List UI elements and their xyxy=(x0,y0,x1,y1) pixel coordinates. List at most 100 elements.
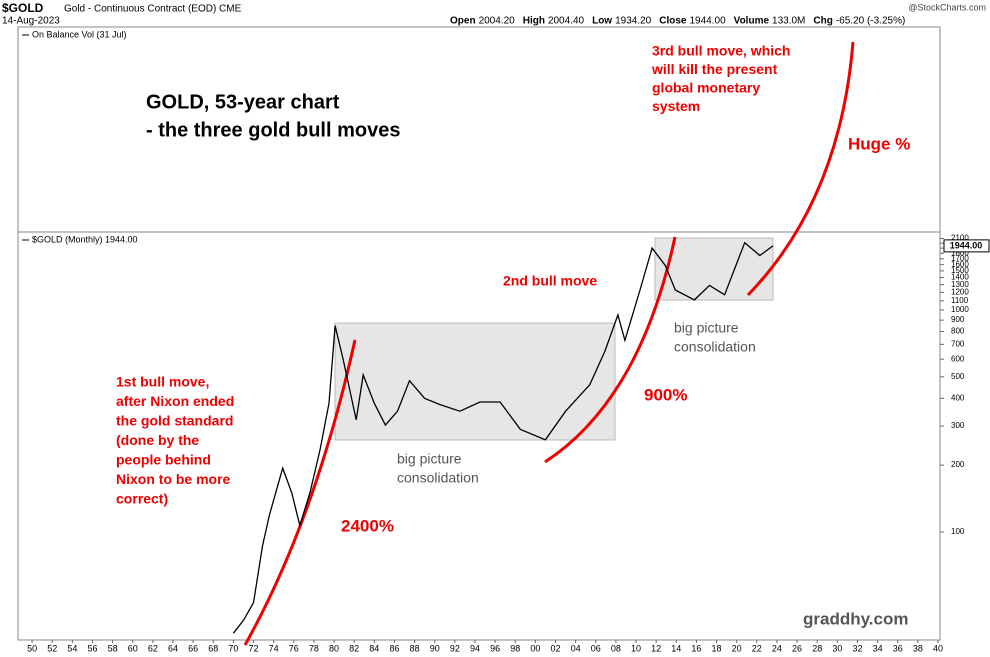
x-tick-label: 82 xyxy=(349,643,359,653)
y-tick-label: 1600 xyxy=(951,260,969,269)
annotation: people behind xyxy=(116,452,211,468)
annotation: graddhy.com xyxy=(803,609,908,628)
annotation: (done by the xyxy=(116,432,199,448)
x-tick-label: 38 xyxy=(913,643,923,653)
x-tick-label: 58 xyxy=(108,643,118,653)
annotation: will kill the present xyxy=(651,61,778,77)
x-tick-label: 50 xyxy=(27,643,37,653)
y-tick-label: 900 xyxy=(951,315,965,324)
annotation: 2400% xyxy=(341,516,394,535)
x-tick-label: 22 xyxy=(752,643,762,653)
y-tick-label: 1200 xyxy=(951,287,969,296)
x-tick-label: 16 xyxy=(691,643,701,653)
annotation: 3rd bull move, which xyxy=(652,43,790,59)
annotation: correct) xyxy=(116,491,168,507)
x-tick-label: 24 xyxy=(772,643,782,653)
stat-label: Open xyxy=(450,16,476,27)
x-tick-label: 62 xyxy=(148,643,158,653)
x-tick-label: 94 xyxy=(470,643,480,653)
x-tick-label: 74 xyxy=(269,643,279,653)
symbol: $GOLD xyxy=(2,1,44,15)
annotation: system xyxy=(652,98,700,114)
annotation: consolidation xyxy=(674,339,756,355)
x-tick-label: 56 xyxy=(87,643,97,653)
annotation: 1st bull move, xyxy=(116,374,209,390)
x-tick-label: 36 xyxy=(893,643,903,653)
x-tick-label: 70 xyxy=(228,643,238,653)
stat-label: Close xyxy=(659,16,687,27)
annotation: consolidation xyxy=(397,470,479,486)
annotation: 2nd bull move xyxy=(503,273,597,289)
annotation: - the three gold bull moves xyxy=(146,119,400,141)
annotation: global monetary xyxy=(652,80,760,96)
y-tick-label: 1700 xyxy=(951,254,969,263)
annotation: the gold standard xyxy=(116,413,233,429)
x-tick-label: 84 xyxy=(369,643,379,653)
x-tick-label: 68 xyxy=(208,643,218,653)
x-tick-label: 06 xyxy=(591,643,601,653)
x-tick-label: 60 xyxy=(128,643,138,653)
x-tick-label: 14 xyxy=(671,643,681,653)
bull-curve xyxy=(544,236,677,464)
x-tick-label: 76 xyxy=(289,643,299,653)
x-tick-label: 66 xyxy=(188,643,198,653)
stat-value: 2004.40 xyxy=(548,16,585,27)
instrument-name: Gold - Continuous Contract (EOD) CME xyxy=(64,4,242,15)
y-tick-label: 1300 xyxy=(951,280,969,289)
x-tick-label: 10 xyxy=(631,643,641,653)
x-tick-label: 64 xyxy=(168,643,178,653)
price-panel xyxy=(17,231,941,641)
last-value-label: 1944.00 xyxy=(950,240,983,250)
bull-curve xyxy=(243,339,357,646)
y-tick-label: 1000 xyxy=(951,305,969,314)
x-tick-label: 72 xyxy=(249,643,259,653)
x-tick-label: 88 xyxy=(410,643,420,653)
x-tick-label: 26 xyxy=(792,643,802,653)
x-tick-label: 30 xyxy=(832,643,842,653)
x-tick-label: 20 xyxy=(732,643,742,653)
stat-value: 1944.00 xyxy=(689,16,726,27)
price-line xyxy=(232,241,774,634)
y-tick-label: 500 xyxy=(951,372,965,381)
legend-label: $GOLD (Monthly) 1944.00 xyxy=(32,234,138,244)
x-tick-label: 04 xyxy=(571,643,581,653)
stat-label: Chg xyxy=(813,16,832,27)
x-tick-label: 08 xyxy=(611,643,621,653)
y-tick-label: 300 xyxy=(951,421,965,430)
x-tick-label: 80 xyxy=(329,643,339,653)
annotation: 900% xyxy=(644,385,687,404)
x-tick-label: 92 xyxy=(450,643,460,653)
x-tick-label: 02 xyxy=(550,643,560,653)
stat-value: -65.20 (-3.25%) xyxy=(836,16,905,27)
x-tick-label: 18 xyxy=(712,643,722,653)
y-tick-label: 400 xyxy=(951,393,965,402)
y-tick-label: 200 xyxy=(951,460,965,469)
source: @StockCharts.com xyxy=(908,2,986,12)
x-tick-label: 90 xyxy=(430,643,440,653)
y-tick-label: 800 xyxy=(951,327,965,336)
x-tick-label: 52 xyxy=(47,643,57,653)
x-tick-label: 96 xyxy=(490,643,500,653)
y-tick-label: 2100 xyxy=(951,234,969,243)
x-tick-label: 32 xyxy=(852,643,862,653)
y-tick-label: 1500 xyxy=(951,266,969,275)
stat-label: Volume xyxy=(734,16,770,27)
x-tick-label: 28 xyxy=(812,643,822,653)
stat-value: 133.0M xyxy=(772,16,805,27)
annotation: after Nixon ended xyxy=(116,393,234,409)
x-tick-label: 00 xyxy=(530,643,540,653)
indicator-label: On Balance Vol (31 Jul) xyxy=(32,29,127,39)
y-tick-label: 100 xyxy=(951,527,965,536)
consolidation-box xyxy=(334,322,616,441)
date: 14-Aug-2023 xyxy=(2,16,60,27)
x-tick-label: 98 xyxy=(510,643,520,653)
y-tick-label: 700 xyxy=(951,339,965,348)
x-tick-label: 40 xyxy=(933,643,943,653)
annotation: Huge % xyxy=(848,134,910,153)
bull-curve xyxy=(746,41,855,297)
y-tick-label: 600 xyxy=(951,354,965,363)
x-tick-label: 54 xyxy=(67,643,77,653)
annotation: Nixon to be more xyxy=(116,471,231,487)
x-tick-label: 78 xyxy=(309,643,319,653)
